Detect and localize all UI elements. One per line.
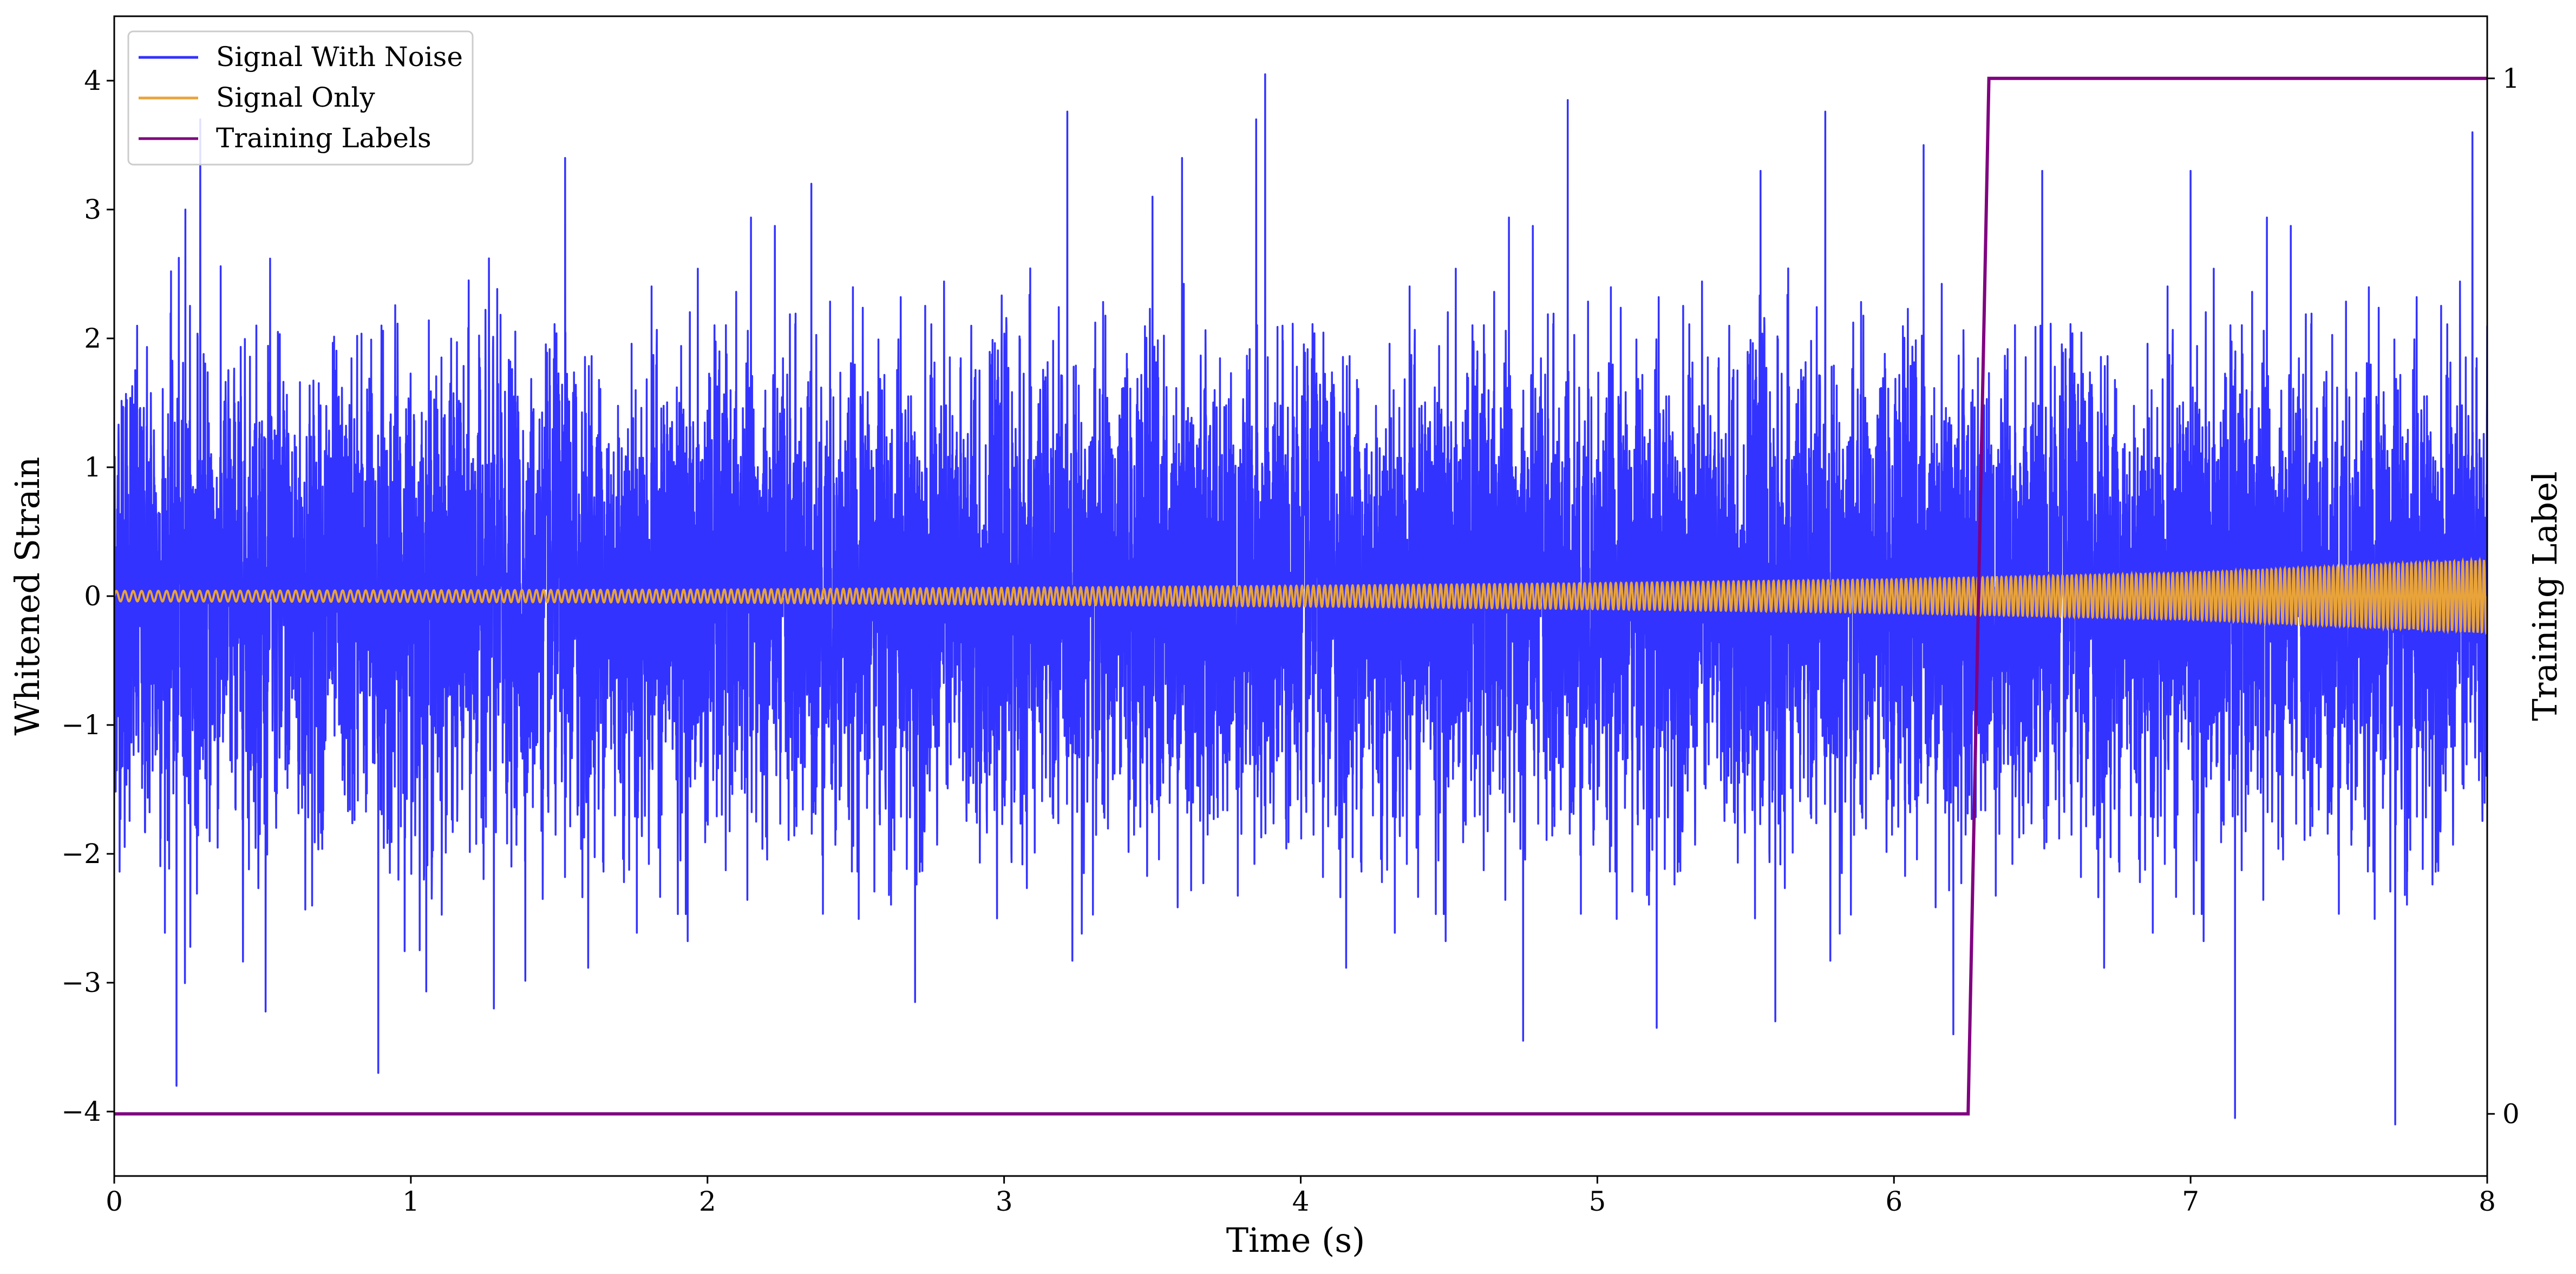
legend-label-signal-with-noise: Signal With Noise (216, 41, 463, 73)
x-tick-label: 7 (2182, 1186, 2199, 1217)
y-tick-label: 3 (84, 194, 101, 225)
x-axis-label: Time (s) (1226, 1220, 1365, 1260)
x-tick-label: 2 (699, 1186, 716, 1217)
y-axis-label: Whitened Strain (8, 457, 47, 736)
legend-label-training-labels: Training Labels (216, 122, 431, 154)
y-tick-label: −4 (61, 1096, 101, 1127)
legend-box (127, 30, 474, 166)
y2-tick-label: 0 (2502, 1098, 2520, 1129)
x-tick-label: 4 (1292, 1186, 1310, 1217)
y-axis-left: −4 −3 −2 −1 0 1 2 3 4 (61, 65, 114, 1127)
y-axis-right: 01 (2487, 63, 2520, 1129)
x-tick-label: 1 (402, 1186, 420, 1217)
x-tick-label: 3 (996, 1186, 1013, 1217)
x-axis: 0 1 2 3 4 5 6 7 8 (106, 1176, 2496, 1217)
y-tick-label: −3 (61, 967, 101, 998)
x-tick-label: 0 (106, 1186, 123, 1217)
x-tick-label: 6 (1885, 1186, 1902, 1217)
y-tick-label: −2 (61, 838, 101, 870)
y2-axis-label: Training Label (2525, 471, 2565, 721)
series-layer (114, 73, 2487, 1126)
y2-tick-label: 1 (2502, 63, 2520, 94)
y-tick-label: 1 (84, 452, 101, 483)
series-signal-with-noise (114, 73, 2487, 1126)
y-tick-label: 0 (84, 580, 101, 612)
x-tick-label: 8 (2479, 1186, 2496, 1217)
y-tick-label: −1 (61, 709, 101, 741)
legend-label-signal-only: Signal Only (216, 82, 375, 113)
legend: Signal With Noise Signal Only Training L… (127, 30, 474, 166)
series-training-labels (114, 76, 2487, 1116)
y-tick-label: 2 (84, 323, 101, 354)
y-tick-label: 4 (84, 65, 101, 96)
series-signal-only (114, 556, 2487, 635)
x-tick-label: 5 (1588, 1186, 1606, 1217)
